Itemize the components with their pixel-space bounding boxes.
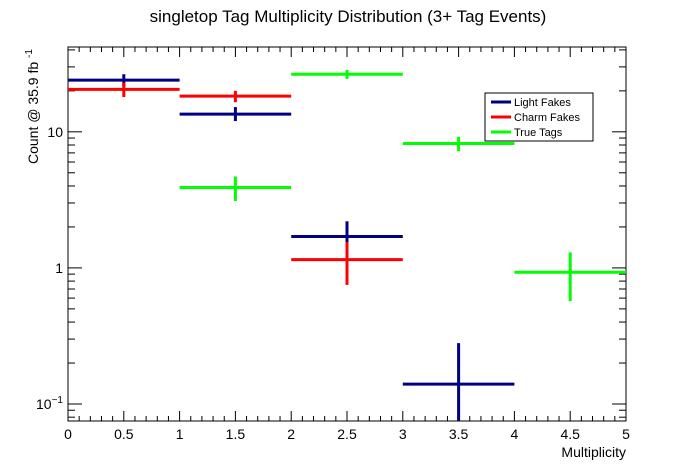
series-true-tags [179,69,626,302]
data-marks [68,69,626,421]
x-tick-label: 4.5 [560,426,580,442]
y-axis-label-text: Count @ 35.9 fb [25,62,41,164]
legend-label: Light Fakes [514,97,571,109]
x-tick-label: 0.5 [114,426,134,442]
x-tick-label: 3 [399,426,407,442]
x-tick-label: 3.5 [449,426,469,442]
x-tick-label: 1 [176,426,184,442]
legend-label: Charm Fakes [514,112,581,124]
y-axis-label-exponent: -1 [24,49,35,58]
legend: Light Fakes Charm Fakes True Tags [484,92,594,142]
y-tick-label: 10−1 [36,395,63,412]
chart-title: singletop Tag Multiplicity Distribution … [150,7,547,26]
legend-label: True Tags [514,127,563,139]
series-charm-fakes [68,82,403,285]
x-tick-label: 5 [622,426,630,442]
y-tick-label: 1 [55,260,63,276]
x-axis-label: Multiplicity [561,444,626,460]
x-tick-label: 4 [511,426,519,442]
y-axis-label: Count @ 35.9 fb -1 [24,49,41,164]
series-light-fakes [68,74,515,421]
x-tick-label: 1.5 [226,426,246,442]
x-tick-label: 2.5 [337,426,357,442]
x-axis: 0 0.5 1 1.5 2 2.5 3 3.5 4 4.5 5 [64,47,630,442]
y-axis: 10−1 1 10 [36,49,626,418]
x-tick-label: 2 [287,426,295,442]
y-tick-label: 10 [47,124,63,140]
x-tick-label: 0 [64,426,72,442]
